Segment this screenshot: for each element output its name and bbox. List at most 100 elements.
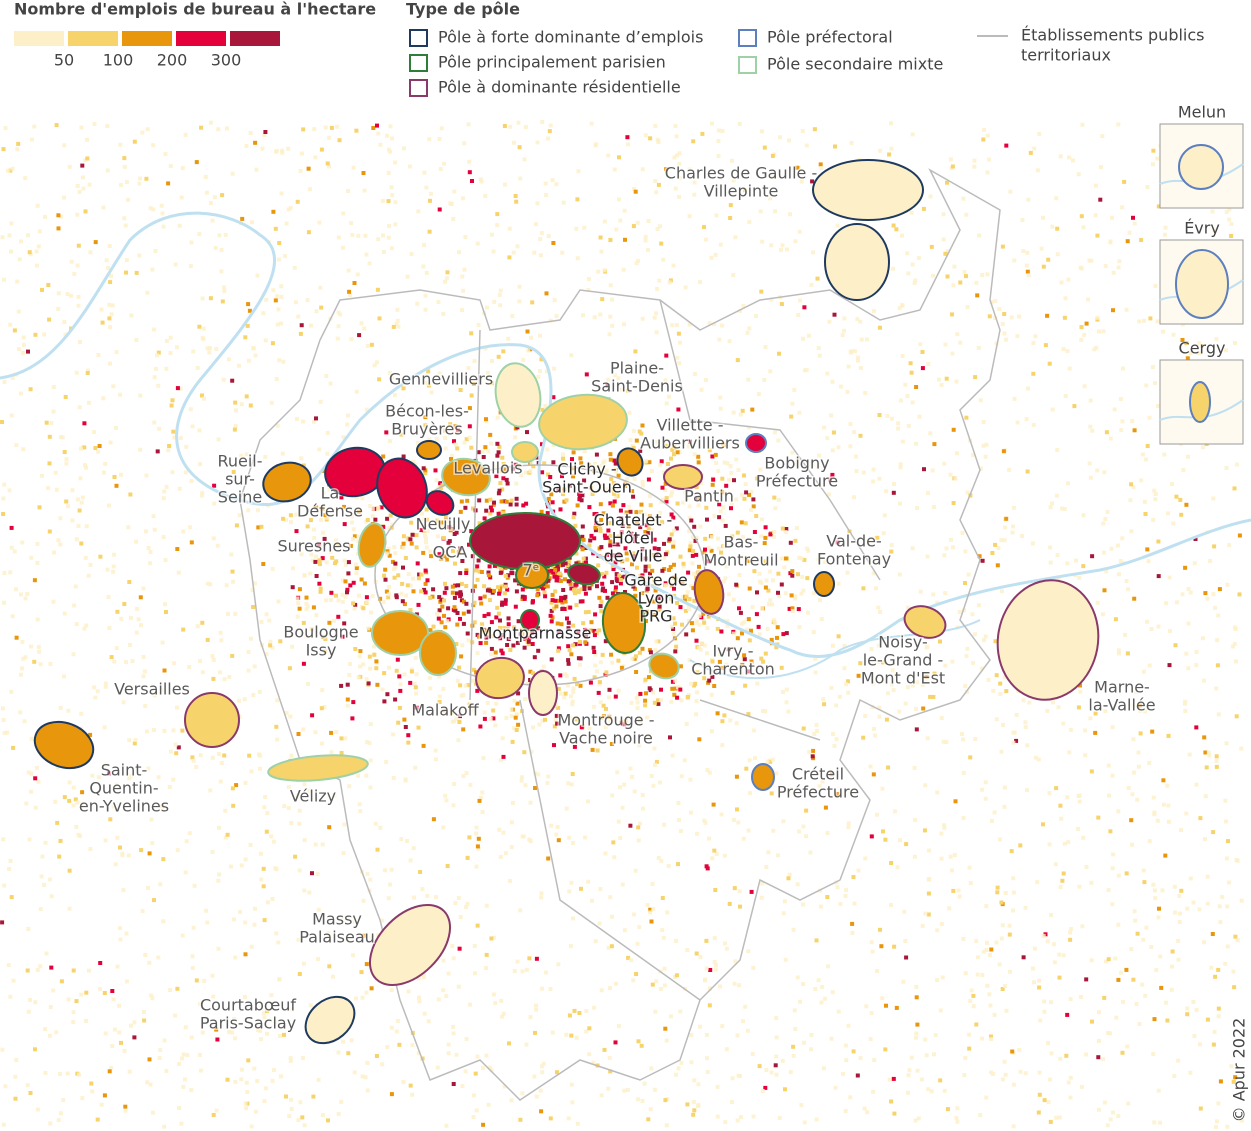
density-cell (443, 581, 447, 586)
density-cell (401, 1080, 406, 1084)
density-cell (77, 508, 82, 513)
density-cell (64, 461, 69, 466)
density-cell (598, 660, 603, 665)
density-cell (478, 596, 483, 601)
density-cell (63, 395, 68, 399)
density-cell (757, 571, 762, 576)
density-cell (388, 124, 393, 129)
density-cell (51, 385, 56, 389)
density-cell (373, 517, 378, 522)
density-cell (168, 335, 173, 340)
density-cell (106, 595, 111, 600)
density-cell (747, 669, 752, 674)
density-cell (727, 477, 732, 482)
density-cell (659, 697, 664, 702)
density-cell (77, 189, 82, 194)
density-cell (829, 413, 834, 418)
density-cell (574, 1035, 579, 1040)
density-cell (401, 454, 406, 459)
density-cell (364, 407, 369, 412)
density-cell (582, 225, 587, 230)
density-cell (1145, 619, 1150, 624)
density-cell (172, 661, 176, 666)
density-cell (527, 636, 532, 641)
density-cell (1229, 234, 1234, 238)
density-cell (313, 559, 318, 564)
density-cell (410, 1092, 415, 1097)
density-cell (760, 239, 765, 244)
density-cell (319, 147, 324, 152)
density-cell (875, 969, 879, 974)
density-cell (1061, 953, 1066, 958)
density-cell (587, 543, 592, 548)
density-cell (386, 147, 391, 152)
density-cell (689, 584, 694, 589)
density-cell (355, 272, 360, 277)
density-cell (642, 512, 647, 517)
density-cell (549, 608, 554, 613)
density-cell (673, 678, 678, 683)
density-cell (582, 478, 587, 483)
density-cell (568, 716, 573, 720)
density-cell (570, 699, 575, 704)
density-cell (55, 765, 60, 770)
density-cell (626, 365, 631, 370)
density-cell (730, 690, 735, 695)
density-cell (551, 443, 556, 447)
density-cell (749, 628, 753, 633)
density-cell (718, 406, 723, 411)
density-cell (238, 909, 243, 914)
density-cell (892, 482, 897, 486)
density-cell (56, 306, 61, 311)
density-cell (317, 558, 322, 563)
density-cell (606, 153, 611, 158)
density-cell (429, 390, 434, 395)
density-cell (566, 579, 571, 584)
density-cell (889, 416, 894, 421)
density-cell (1227, 543, 1232, 548)
density-cell (878, 148, 883, 153)
density-cell (1186, 621, 1191, 626)
density-cell (103, 838, 108, 843)
density-cell (1068, 1095, 1073, 1100)
density-cell (643, 703, 648, 708)
density-cell (493, 464, 497, 469)
density-cell (456, 896, 461, 900)
density-cell (320, 842, 325, 847)
density-cell (1148, 316, 1153, 321)
density-cell (540, 986, 545, 991)
density-cell (825, 371, 830, 376)
density-cell (461, 621, 466, 626)
density-cell (1184, 811, 1189, 816)
density-cell (989, 1070, 994, 1075)
density-cell (106, 266, 110, 270)
density-cell (160, 688, 165, 693)
density-cell (455, 678, 460, 683)
density-cell (474, 864, 479, 869)
density-cell (463, 235, 468, 240)
density-cell (208, 582, 213, 587)
density-cell (1025, 743, 1030, 748)
density-cell (926, 848, 931, 853)
density-cell (67, 780, 72, 785)
density-cell (515, 244, 520, 249)
density-cell (105, 168, 110, 173)
density-cell (592, 536, 597, 541)
density-cell (656, 182, 661, 187)
density-cell (453, 608, 458, 613)
density-cell (691, 571, 696, 576)
density-cell (698, 1024, 702, 1029)
density-cell (720, 490, 725, 495)
density-cell (610, 793, 615, 798)
density-cell (423, 415, 428, 420)
density-cell (631, 224, 636, 229)
density-cell (215, 1037, 220, 1042)
density-cell (977, 233, 982, 238)
density-cell (1069, 927, 1073, 932)
density-cell (751, 965, 756, 970)
density-cell (147, 960, 152, 965)
density-cell (377, 377, 382, 382)
density-cell (204, 190, 209, 195)
density-cell (460, 196, 465, 201)
density-cell (559, 622, 564, 627)
